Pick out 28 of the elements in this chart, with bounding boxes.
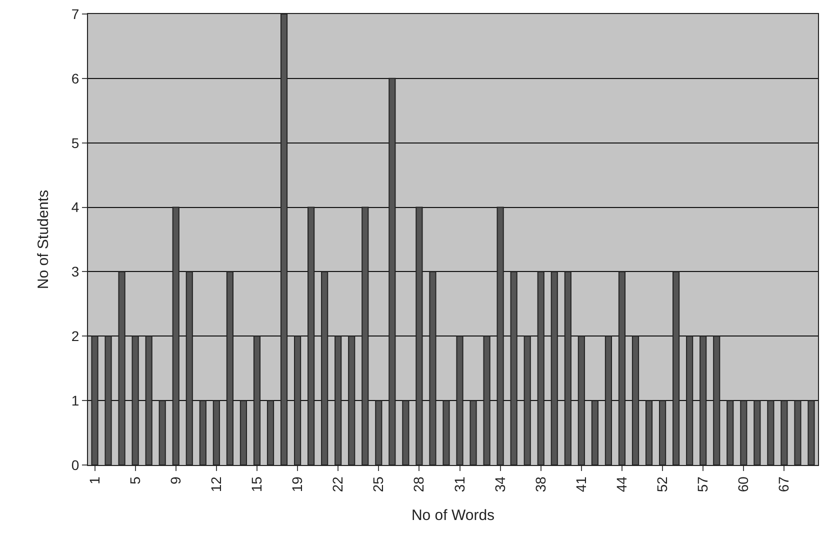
x-tick-label: 12 [208,476,224,492]
y-tick-label: 7 [71,6,80,22]
y-tick-label: 3 [71,264,80,280]
y-tick-label: 4 [71,199,80,216]
x-tick-label: 31 [451,476,468,492]
y-tick-label: 5 [71,134,80,151]
x-tick-label: 57 [694,476,711,492]
x-tick-label: 9 [167,476,184,484]
x-tick-label: 1 [86,476,102,484]
x-tick-label: 52 [654,476,670,492]
x-tick-label: 44 [614,476,630,492]
y-axis-title: No of Students [35,190,52,290]
x-tick-label: 41 [572,476,589,492]
y-tick-label: 6 [71,70,80,86]
x-tick-label: 60 [735,476,752,492]
x-axis-title: No of Words [411,507,495,524]
y-tick-label: 1 [71,392,80,408]
x-tick-label: 38 [532,476,548,492]
y-tick-label: 2 [71,328,80,344]
x-tick-label: 67 [776,476,792,492]
x-tick-label: 34 [492,476,508,492]
x-tick-label: 5 [126,476,143,484]
x-tick-label: 15 [248,476,265,492]
x-tick-label: 25 [370,476,386,492]
x-tick-label: 19 [289,476,306,492]
y-tick-label: 0 [71,456,80,473]
x-tick-label: 22 [330,476,346,492]
x-tick-label: 28 [410,476,427,492]
